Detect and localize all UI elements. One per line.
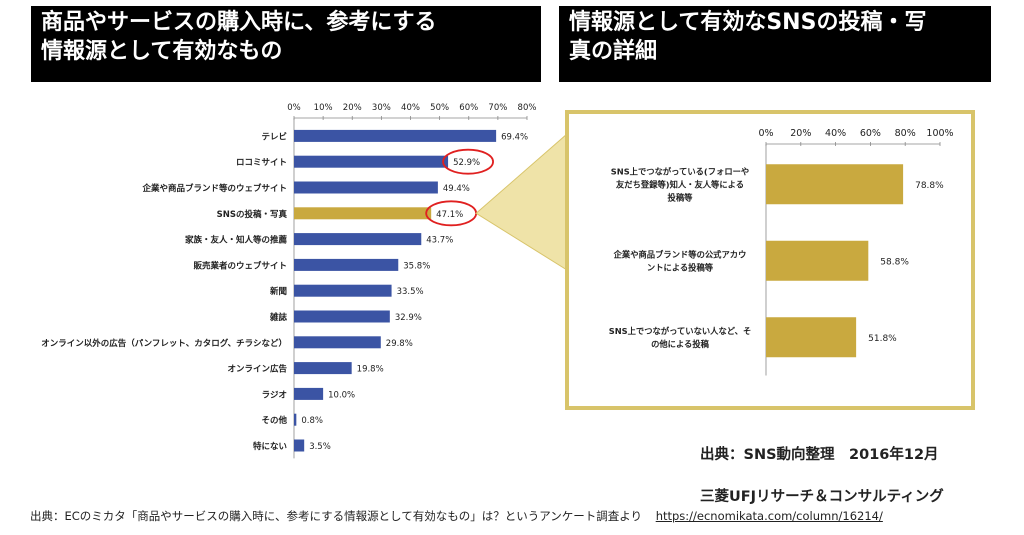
left-value-label: 19.8% bbox=[357, 365, 384, 375]
left-category-label: 家族・友人・知人等の推薦 bbox=[185, 235, 288, 246]
left-category-label: テレビ bbox=[261, 131, 287, 142]
left-value-label: 0.8% bbox=[301, 416, 323, 426]
left-value-label: 47.1% bbox=[436, 210, 463, 220]
left-bar bbox=[294, 129, 497, 142]
left-value-label: 69.4% bbox=[501, 132, 528, 142]
left-bar bbox=[294, 233, 422, 246]
left-category-label: 特にない bbox=[253, 441, 287, 452]
left-category-label: SNSの投稿・写真 bbox=[217, 209, 288, 220]
left-value-label: 52.9% bbox=[453, 158, 480, 168]
left-x-tick-label: 80% bbox=[518, 103, 537, 113]
right-bar bbox=[766, 317, 857, 358]
left-bar bbox=[294, 362, 352, 375]
right-bar bbox=[766, 164, 904, 205]
right-x-tick-label: 80% bbox=[895, 128, 916, 139]
right-category-label: 企業や商品ブランド等の公式アカウ bbox=[613, 249, 747, 259]
caption-text: 出典：ECのミカタ「商品やサービスの購入時に、参考にする情報源として有効なもの」… bbox=[30, 509, 643, 523]
left-value-label: 29.8% bbox=[386, 339, 413, 349]
left-bar bbox=[294, 181, 438, 194]
source-line-1: 出典：SNS動向整理 2016年12月 bbox=[700, 447, 939, 463]
source-line-2: 三菱UFJリサーチ＆コンサルティング bbox=[700, 489, 944, 505]
left-bar bbox=[294, 413, 297, 426]
highlight-circle bbox=[442, 148, 494, 175]
left-value-label: 35.8% bbox=[403, 261, 430, 271]
left-chart-title: 商品やサービスの購入時に、参考にする 情報源として有効なもの bbox=[31, 6, 541, 82]
right-x-tick-label: 0% bbox=[758, 128, 773, 139]
left-bar bbox=[294, 155, 449, 168]
left-category-label: 販売業者のウェブサイト bbox=[193, 260, 287, 271]
right-category-label: SNS上でつながっていない人など、そ bbox=[609, 326, 752, 336]
left-x-tick-label: 60% bbox=[459, 103, 478, 113]
right-value-label: 58.8% bbox=[880, 257, 909, 267]
left-x-tick-label: 70% bbox=[488, 103, 507, 113]
left-category-label: 企業や商品ブランド等のウェブサイト bbox=[141, 183, 287, 194]
right-x-tick-label: 40% bbox=[825, 128, 846, 139]
left-category-label: ロコミサイト bbox=[236, 158, 287, 168]
left-category-label: オンライン以外の広告（パンフレット、カタログ、チラシなど） bbox=[41, 338, 287, 349]
right-category-label: 投稿等 bbox=[668, 192, 694, 202]
right-category-label: ントによる投稿等 bbox=[647, 262, 714, 272]
source-note: 出典：SNS動向整理 2016年12月 三菱UFJリサーチ＆コンサルティング bbox=[700, 424, 944, 529]
left-bar bbox=[294, 207, 432, 220]
left-value-label: 43.7% bbox=[426, 236, 453, 246]
left-value-label: 3.5% bbox=[309, 442, 331, 452]
detail-panel-frame bbox=[565, 110, 975, 410]
left-value-label: 49.4% bbox=[443, 184, 470, 194]
left-bar bbox=[294, 387, 324, 400]
right-value-label: 51.8% bbox=[868, 334, 897, 344]
right-bar bbox=[766, 240, 869, 281]
right-category-label: の他による投稿 bbox=[651, 339, 710, 349]
caption-link[interactable]: https://ecnomikata.com/column/16214/ bbox=[655, 509, 883, 523]
left-value-label: 32.9% bbox=[395, 313, 422, 323]
right-x-tick-label: 60% bbox=[860, 128, 881, 139]
left-value-label: 10.0% bbox=[328, 390, 355, 400]
left-x-tick-label: 30% bbox=[372, 103, 391, 113]
caption: 出典：ECのミカタ「商品やサービスの購入時に、参考にする情報源として有効なもの」… bbox=[30, 508, 883, 524]
left-bar bbox=[294, 310, 390, 323]
left-category-label: 新聞 bbox=[270, 286, 287, 297]
left-category-label: 雑誌 bbox=[269, 312, 288, 323]
right-x-tick-label: 20% bbox=[790, 128, 811, 139]
right-value-label: 78.8% bbox=[915, 181, 944, 191]
left-bar bbox=[294, 439, 305, 452]
left-bar bbox=[294, 258, 399, 271]
left-x-tick-label: 50% bbox=[430, 103, 449, 113]
left-category-label: その他 bbox=[261, 415, 287, 426]
left-category-label: オンライン広告 bbox=[227, 364, 287, 375]
right-x-tick-label: 100% bbox=[926, 128, 953, 139]
callout-wedge bbox=[475, 132, 568, 271]
right-category-label: SNS上でつながっている(フォローや bbox=[611, 166, 749, 176]
left-x-tick-label: 10% bbox=[314, 103, 333, 113]
right-chart-title: 情報源として有効なSNSの投稿・写 真の詳細 bbox=[559, 6, 991, 82]
left-value-label: 33.5% bbox=[397, 287, 424, 297]
left-x-tick-label: 0% bbox=[287, 103, 301, 113]
left-bar bbox=[294, 284, 392, 297]
right-category-label: 友だち登録等)知人・友人等による bbox=[615, 179, 744, 189]
left-x-tick-label: 20% bbox=[343, 103, 362, 113]
left-bar bbox=[294, 336, 381, 349]
left-category-label: ラジオ bbox=[262, 390, 287, 400]
left-x-tick-label: 40% bbox=[401, 103, 420, 113]
